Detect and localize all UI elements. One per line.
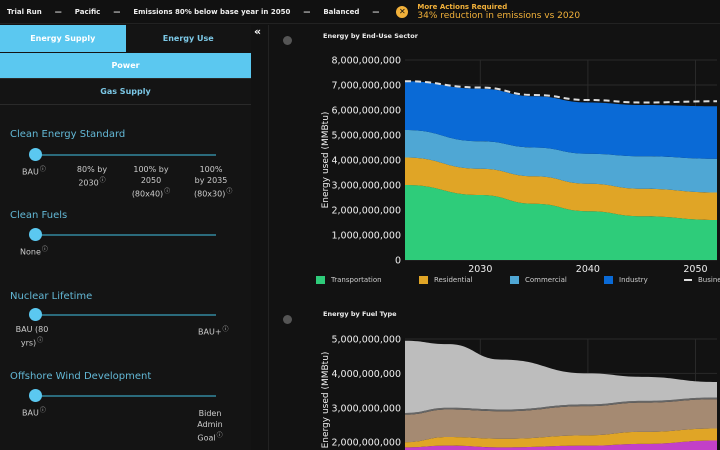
area-series-transportation (405, 185, 717, 260)
control-title: Clean Energy Standard (10, 129, 126, 140)
area-series-commercial (405, 130, 717, 193)
legend-item[interactable]: Commercial (510, 276, 567, 284)
y-tick-label: 2,000,000,000 (331, 438, 401, 449)
slider-option[interactable]: BAUⓘ (22, 407, 46, 418)
tab-energy-use[interactable]: Energy Use (162, 34, 214, 43)
y-tick-label: 7,000,000,000 (331, 81, 401, 92)
control-title: Nuclear Lifetime (10, 291, 93, 302)
legend-item[interactable]: Transportation (316, 276, 382, 284)
area-series-residential (405, 157, 717, 220)
close-circle-icon: ✕ (396, 5, 409, 18)
alert-message: 34% reduction in emissions vs 2020 (417, 10, 581, 21)
y-tick-label: 5,000,000,000 (331, 131, 401, 142)
control-panel: Energy Supply Energy Use Power Gas Suppl… (0, 25, 251, 450)
area-series-fuel (405, 440, 717, 450)
control-title: Offshore Wind Development (10, 371, 152, 382)
y-tick-label: 0 (395, 256, 401, 267)
chart-title: Energy by End-Use Sector (323, 32, 418, 40)
slider-handle[interactable] (29, 148, 42, 161)
y-tick-label: 4,000,000,000 (331, 156, 401, 167)
legend-swatch (604, 276, 613, 284)
slider-option[interactable]: 100% by 2050 (80x40)ⓘ (131, 165, 171, 199)
slider-option[interactable]: Noneⓘ (20, 246, 48, 257)
clean-fuels-slider[interactable] (29, 228, 216, 241)
subtab-gas-supply[interactable]: Gas Supply (0, 79, 251, 105)
y-tick-label: 3,000,000,000 (331, 403, 401, 414)
area-series-fuel (405, 428, 717, 448)
scenario-mode: Balanced (323, 7, 360, 16)
slider-handle[interactable] (29, 308, 42, 321)
scenario-bar: Trial Run — Pacific — Emissions 80% below … (0, 0, 720, 24)
legend-item[interactable]: Busine (684, 276, 720, 284)
x-tick-label: 2050 (683, 264, 707, 275)
legend-swatch (316, 276, 325, 284)
y-tick-label: 8,000,000,000 (331, 56, 401, 67)
alert-title: More Actions Required (417, 2, 508, 11)
slider-option[interactable]: BAU+ⓘ (198, 326, 229, 337)
y-tick-label: 5,000,000,000 (331, 335, 401, 346)
actions-alert[interactable]: ✕ More Actions Required 34% reduction in… (396, 3, 580, 21)
scenario-run: Trial Run (7, 7, 42, 16)
slider-option[interactable]: 100% by 2035 (80x30)ⓘ (194, 165, 233, 199)
y-axis-label: Energy used (MMBtu) (321, 112, 331, 209)
legend-swatch (419, 276, 428, 284)
scenario-target: Emissions 80% below base year in 2050 (133, 7, 291, 16)
legend-item[interactable]: Residential (419, 276, 473, 284)
info-icon: ⓘ (226, 188, 233, 195)
slider-option[interactable]: Biden Admin Goalⓘ (197, 409, 223, 443)
info-icon: ⓘ (37, 337, 44, 344)
info-icon: ⓘ (39, 166, 46, 173)
y-tick-label: 1,000,000,000 (331, 231, 401, 242)
y-axis-label: Energy used (MMBtu) (321, 352, 331, 449)
info-icon: ⓘ (216, 432, 223, 439)
offshore-wind-slider[interactable] (29, 389, 216, 402)
y-tick-label: 4,000,000,000 (331, 369, 401, 380)
chart-title: Energy by Fuel Type (323, 310, 397, 318)
area-series-fuel (405, 397, 717, 415)
chart-options-icon[interactable] (283, 315, 292, 324)
chart-options-icon[interactable] (283, 36, 292, 45)
tab-energy-supply[interactable]: Energy Supply (0, 25, 126, 52)
divider (268, 25, 269, 450)
legend-item[interactable]: Industry (604, 276, 648, 284)
area-series-industry (405, 81, 717, 159)
y-tick-label: 6,000,000,000 (331, 106, 401, 117)
bau-line (404, 80, 718, 104)
info-icon: ⓘ (39, 407, 46, 414)
separator: — (303, 7, 311, 16)
info-icon: ⓘ (99, 177, 106, 184)
legend-swatch (510, 276, 519, 284)
slider-option[interactable]: 80% by 2030ⓘ (76, 165, 108, 188)
area-series-fuel (405, 399, 717, 443)
info-icon: ⓘ (164, 188, 171, 195)
subtab-power[interactable]: Power (0, 53, 251, 79)
slider-option[interactable]: BAU (80 yrs)ⓘ (15, 325, 49, 348)
slider-option[interactable]: BAUⓘ (22, 166, 46, 177)
separator: — (113, 7, 121, 16)
clean-energy-standard-slider[interactable] (29, 148, 216, 161)
separator: — (372, 7, 380, 16)
x-tick-label: 2030 (468, 264, 492, 275)
legend-swatch (684, 279, 692, 281)
collapse-panel-button[interactable]: « (254, 25, 262, 38)
x-tick-label: 2040 (576, 264, 600, 275)
y-tick-label: 2,000,000,000 (331, 206, 401, 217)
nuclear-lifetime-slider[interactable] (29, 308, 216, 321)
info-icon: ⓘ (222, 326, 229, 333)
area-series-fuel (405, 340, 717, 413)
control-title: Clean Fuels (10, 210, 68, 221)
slider-handle[interactable] (29, 228, 42, 241)
info-icon: ⓘ (41, 246, 48, 253)
slider-handle[interactable] (29, 389, 42, 402)
scenario-region: Pacific (74, 7, 101, 16)
separator: — (54, 7, 62, 16)
y-tick-label: 3,000,000,000 (331, 181, 401, 192)
